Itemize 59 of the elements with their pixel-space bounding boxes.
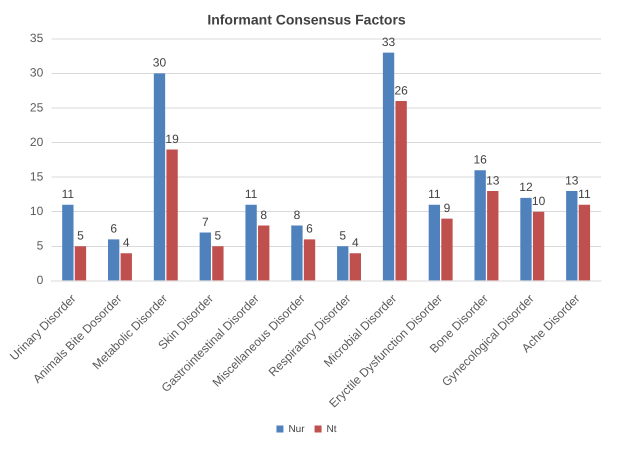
- bar: [304, 239, 316, 280]
- bar: [532, 212, 544, 280]
- data-label: 11: [62, 187, 74, 202]
- y-tick-label: 30: [30, 66, 44, 80]
- bar: [395, 101, 407, 280]
- data-label: 30: [152, 56, 166, 70]
- bar: [578, 204, 590, 280]
- data-label: 11: [578, 187, 591, 202]
- bar: [108, 239, 120, 280]
- bar: [520, 198, 532, 280]
- data-label: 13: [486, 173, 500, 188]
- data-label: 5: [77, 228, 84, 243]
- data-label: 19: [165, 132, 180, 146]
- bar: [291, 226, 303, 280]
- y-tick-label: 35: [30, 31, 44, 46]
- data-label: 13: [565, 173, 579, 188]
- data-label: 6: [306, 222, 314, 236]
- bar: [474, 170, 486, 280]
- bar: [154, 73, 166, 280]
- bar: [428, 204, 440, 280]
- data-label: 11: [428, 187, 441, 202]
- data-label: 5: [339, 228, 346, 243]
- data-label: 5: [214, 228, 222, 243]
- bar: [120, 253, 132, 280]
- data-label: 4: [352, 236, 359, 250]
- data-label: 4: [122, 236, 130, 250]
- bar: [258, 226, 270, 280]
- y-tick-label: 15: [30, 169, 44, 184]
- data-label: 10: [532, 194, 546, 208]
- data-label: 7: [202, 214, 209, 229]
- data-label: 11: [244, 187, 258, 202]
- y-tick-label: 10: [30, 204, 44, 218]
- bar: [441, 218, 453, 280]
- bar: [74, 246, 86, 280]
- y-tick-label: 20: [30, 134, 44, 149]
- bar: [62, 204, 74, 280]
- data-label: 8: [260, 208, 268, 222]
- data-label: 26: [394, 83, 408, 98]
- bar: [487, 190, 498, 280]
- bar: [350, 253, 361, 280]
- bar: [337, 246, 348, 280]
- bar: [566, 190, 578, 280]
- legend-label: Nur: [288, 424, 306, 435]
- bar: [200, 232, 211, 280]
- data-label: 6: [110, 222, 118, 236]
- y-tick-label: 25: [30, 100, 44, 114]
- data-label: 12: [519, 180, 533, 194]
- bar: [245, 204, 257, 280]
- data-label: 8: [294, 208, 301, 222]
- legend-label: Nt: [326, 424, 337, 435]
- bar: [166, 149, 178, 280]
- bar: [212, 246, 224, 280]
- data-label: 9: [444, 200, 451, 215]
- data-label: 16: [473, 152, 488, 167]
- data-label: 33: [382, 34, 396, 49]
- y-tick-label: 5: [36, 238, 44, 253]
- bar: [382, 52, 394, 280]
- chart-title: Informant Consensus Factors: [207, 11, 406, 28]
- y-tick-label: 0: [36, 273, 44, 288]
